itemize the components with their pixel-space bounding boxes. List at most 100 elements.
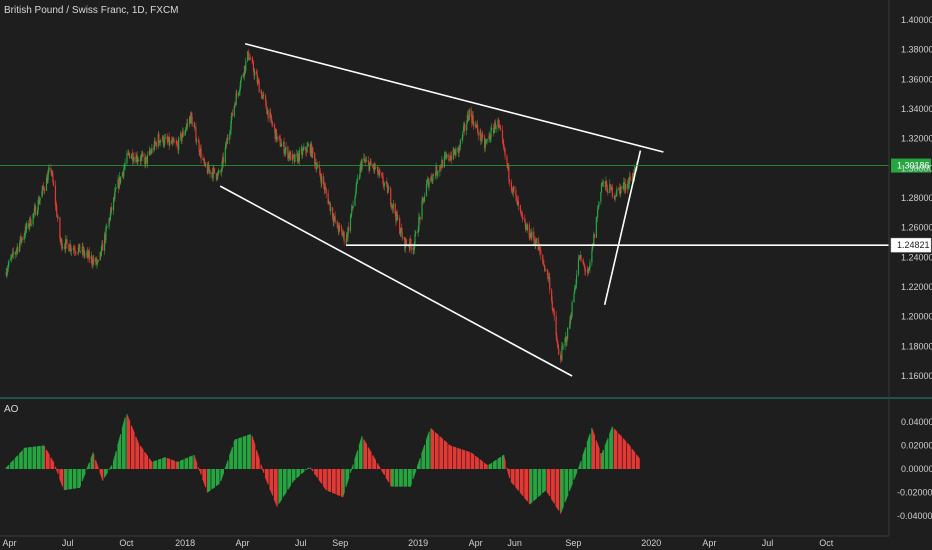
ao-bar (360, 438, 362, 469)
candle-body (582, 262, 585, 265)
candle-body (595, 217, 597, 238)
ao-bar (194, 456, 196, 469)
candle-body (149, 150, 151, 154)
ao-bar (498, 458, 500, 469)
ao-bar (132, 428, 134, 469)
ao-bar (588, 435, 590, 469)
candle-body (453, 151, 456, 154)
ao-bar (628, 445, 631, 469)
ao-bar (521, 469, 523, 496)
candle-body (498, 124, 500, 126)
ao-bar (570, 469, 573, 487)
candle-body (190, 112, 193, 117)
candle-body (315, 163, 317, 170)
ao-bar (252, 437, 254, 469)
ao-bar (118, 439, 120, 469)
ao-bar (607, 438, 609, 469)
ao-bar (301, 469, 303, 474)
candle-body (145, 156, 147, 158)
candle-body (95, 258, 97, 264)
candle-body (238, 91, 240, 93)
candle-body (343, 232, 345, 242)
candle-body (273, 124, 276, 129)
ao-bar (427, 433, 430, 469)
candle-body (571, 302, 573, 317)
ao-bar (206, 469, 209, 493)
ao-bar (602, 451, 604, 469)
ao-bar (64, 469, 66, 490)
ao-bar (372, 456, 375, 469)
candle-body (461, 136, 463, 140)
candle-body (360, 163, 362, 170)
candle-body (515, 196, 518, 198)
candle-body (251, 59, 253, 61)
ao-bar (213, 469, 215, 488)
ao-bar (544, 469, 546, 491)
candle-body (318, 164, 320, 168)
price-y-axis: 1.40000 1.38000 1.36000 1.34000 1.32000 1.300… (901, 15, 932, 381)
ao-bar (632, 449, 634, 469)
ao-bar (142, 449, 144, 469)
candle-body (619, 188, 621, 195)
candle-body (616, 188, 618, 196)
candle-body (629, 176, 631, 181)
ao-bar (425, 439, 428, 469)
ao-bar (325, 469, 327, 491)
indicator-title[interactable]: AO (4, 404, 19, 415)
candle-body (604, 181, 606, 188)
ao-tick-label: -0.04000 (897, 511, 932, 521)
candle-body (139, 159, 141, 162)
ao-bar (37, 446, 39, 469)
ao-bar (6, 466, 8, 469)
ao-bar (236, 438, 238, 469)
candle-body (462, 126, 465, 132)
ao-bar (387, 469, 389, 482)
ao-bar (591, 427, 593, 469)
candle-body (118, 176, 120, 189)
candle-body (430, 176, 432, 182)
candle-body (418, 216, 421, 218)
candle-body (481, 134, 483, 141)
candle-body (401, 232, 403, 239)
ao-bar (271, 469, 274, 496)
candle-body (325, 189, 327, 194)
candle-body (522, 217, 524, 219)
ao-bar (439, 436, 442, 469)
candle-body (458, 145, 460, 154)
ao-bar (470, 452, 472, 469)
ao-bar (222, 469, 225, 474)
ao-bar (51, 458, 53, 469)
time-tick-label: 2019 (408, 538, 428, 548)
ao-bar (158, 459, 161, 469)
candle-body (388, 188, 390, 190)
candle-body (7, 265, 9, 270)
ao-bar (579, 464, 581, 469)
candle-body (209, 170, 211, 175)
candle-body (294, 154, 296, 162)
candle-body (334, 216, 336, 223)
candle-body (51, 171, 53, 175)
ao-bar (33, 446, 35, 469)
candle-body (341, 231, 343, 236)
ao-bar (504, 460, 506, 469)
price-tick-label: 1.38000 (901, 45, 932, 55)
ao-bar (150, 460, 152, 469)
ao-bar (19, 453, 21, 469)
candle-body (410, 243, 412, 250)
ao-bar (395, 469, 397, 487)
ao-bar (185, 458, 187, 469)
ao-bar (124, 417, 126, 469)
candle-body (240, 80, 242, 88)
ao-bar (197, 467, 200, 469)
ao-bar (34, 446, 36, 469)
candle-body (21, 238, 23, 242)
candle-body (86, 251, 88, 254)
candle-body (574, 288, 576, 294)
ao-bar (144, 452, 147, 469)
candle-body (512, 186, 514, 193)
candle-body (399, 218, 401, 234)
time-tick-label: Jul (62, 538, 74, 548)
ao-bar (172, 460, 174, 469)
ao-bar (462, 449, 464, 469)
candle-body (168, 136, 170, 146)
